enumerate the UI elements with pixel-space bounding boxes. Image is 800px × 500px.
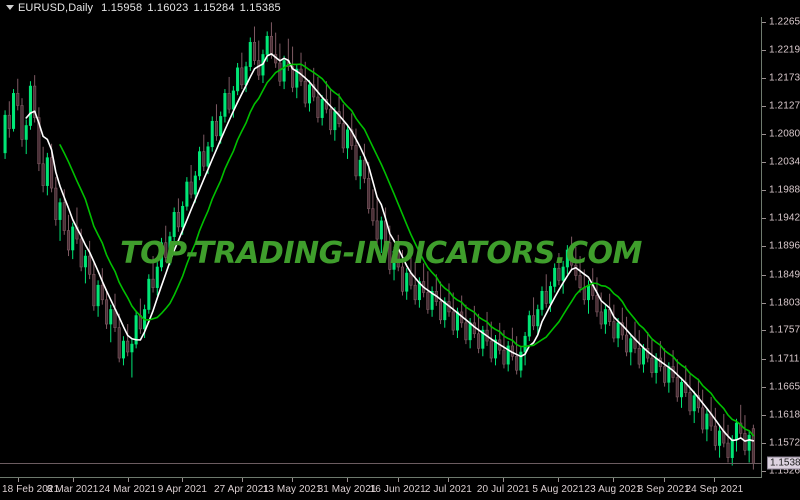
price-axis-label: 1.22195 [769, 44, 800, 56]
time-tick [347, 478, 349, 482]
price-tick [762, 442, 766, 444]
time-axis-label: 27 Apr 2021 [213, 484, 270, 495]
time-tick [127, 478, 129, 482]
time-axis-label: 5 Aug 2021 [532, 484, 584, 495]
time-tick [663, 478, 665, 482]
price-axis-label: 1.19420 [769, 212, 800, 224]
price-tick [762, 471, 766, 472]
time-axis-label: 8 Mar 2021 [46, 484, 99, 495]
price-tick [762, 414, 766, 416]
price-tick [762, 246, 766, 248]
price-tick [762, 302, 766, 304]
price-axis-label: 1.19885 [769, 184, 800, 196]
ohlc-high: 1.16023 [147, 2, 189, 14]
candlestick-plot [0, 8, 761, 477]
price-axis-label: 1.20345 [769, 156, 800, 168]
time-tick [558, 478, 560, 482]
time-axis-label: 2 Jul 2021 [424, 484, 472, 495]
price-tick [762, 330, 766, 332]
current-price-label[interactable]: 1.15385 [767, 456, 800, 470]
price-axis-label: 1.21270 [769, 100, 800, 112]
price-tick [762, 162, 766, 164]
price-axis-label: 1.18960 [769, 240, 800, 252]
price-tick [762, 78, 766, 80]
time-axis-label: 20 Jul 2021 [476, 484, 530, 495]
time-tick [714, 478, 716, 482]
time-tick [503, 478, 505, 482]
price-axis-label: 1.16185 [769, 409, 800, 421]
time-axis-label: 18 Feb 2021 [2, 484, 60, 495]
price-axis-label: 1.17110 [769, 353, 800, 365]
time-tick [72, 478, 74, 482]
price-tick [762, 274, 766, 276]
ma-slow-line [59, 63, 755, 437]
chart-canvas [3, 22, 755, 470]
time-tick [613, 478, 615, 482]
time-axis-label: 9 Apr 2021 [157, 484, 208, 495]
ohlc-low: 1.15284 [193, 2, 235, 14]
ohlc-close: 1.15385 [239, 2, 281, 14]
time-tick [241, 478, 243, 482]
price-axis-label: 1.17575 [769, 324, 800, 336]
price-tick [762, 386, 766, 388]
current-price-line [0, 463, 761, 465]
time-tick [397, 478, 399, 482]
price-tick [762, 190, 766, 192]
time-tick [17, 478, 19, 482]
price-axis-label: 1.20805 [769, 128, 800, 140]
time-axis[interactable]: 18 Feb 2021 8 Mar 2021 24 Mar 2021 9 Apr 20… [0, 478, 800, 500]
chart-plot-frame[interactable]: TOP-TRADING-INDICATORS.COM [0, 7, 762, 478]
price-axis-label: 1.16650 [769, 381, 800, 393]
price-axis-label: 1.18495 [769, 269, 800, 281]
price-axis-label: 1.15725 [769, 437, 800, 449]
time-axis-label: 24 Sep 2021 [685, 484, 744, 495]
ohlc-open: 1.15958 [101, 2, 143, 14]
price-tick [762, 358, 766, 360]
ohlc-readout: 1.15958 1.16023 1.15284 1.15385 [101, 2, 286, 14]
time-axis-label: 31 May 2021 [317, 484, 377, 495]
time-tick [448, 478, 450, 482]
time-axis-label: 8 Sep 2021 [637, 484, 690, 495]
price-axis-label: 1.18035 [769, 297, 800, 308]
price-tick [762, 106, 766, 108]
candle-group [3, 22, 755, 470]
price-axis-label: 1.21730 [769, 72, 800, 84]
price-tick [762, 218, 766, 220]
symbol-label: EURUSD,Daily [18, 2, 94, 14]
time-tick [182, 478, 184, 482]
time-axis-label: 16 Jun 2021 [369, 484, 426, 495]
price-axis-label: 1.15260 [769, 465, 800, 477]
price-tick [762, 49, 766, 51]
chart-header: EURUSD,Daily 1.15958 1.16023 1.15284 1.15385 [0, 0, 800, 17]
price-tick [762, 22, 766, 23]
price-axis[interactable]: 1.22655 1.22195 1.21730 1.21270 1.20805 1.203… [762, 7, 800, 478]
time-axis-label: 13 May 2021 [262, 484, 322, 495]
time-tick [292, 478, 294, 482]
time-axis-label: 24 Mar 2021 [98, 484, 157, 495]
price-axis-label: 1.22655 [769, 16, 800, 28]
price-tick [762, 134, 766, 136]
chevron-down-icon[interactable] [6, 4, 14, 10]
ma-fast-line [25, 53, 755, 442]
time-axis-label: 23 Aug 2021 [584, 484, 642, 495]
